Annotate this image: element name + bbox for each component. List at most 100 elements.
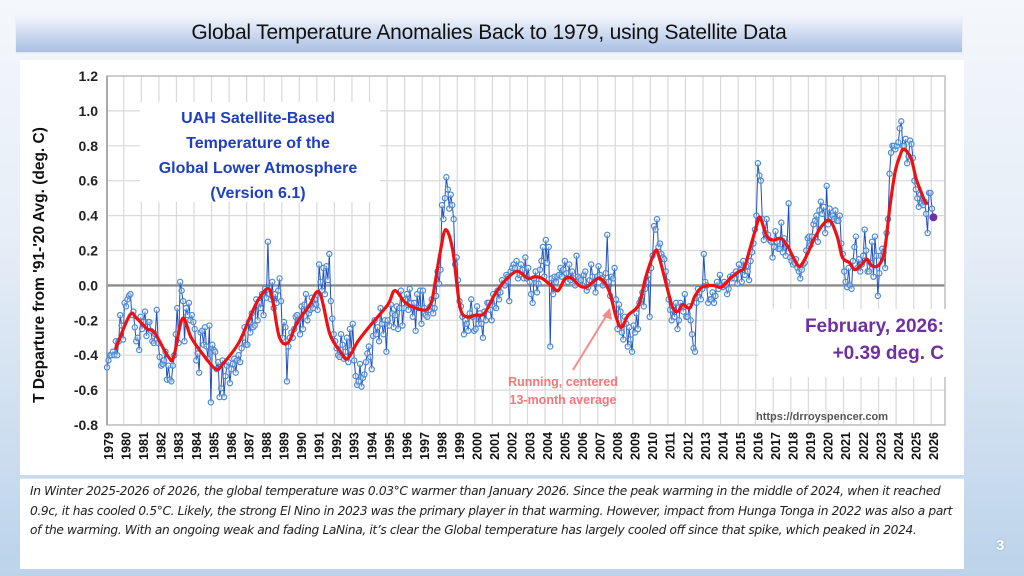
data-point: [881, 264, 889, 272]
data-point: [365, 343, 373, 350]
x-tick-label: 2005: [558, 432, 572, 460]
data-point: [700, 250, 707, 258]
data-point: [545, 243, 552, 251]
data-point: [362, 358, 370, 366]
title-backdrop: [140, 102, 380, 202]
data-point: [769, 254, 776, 261]
data-point: [440, 215, 447, 223]
data-point: [870, 273, 877, 280]
data-point: [527, 290, 535, 298]
data-point: [680, 308, 687, 315]
data-point: [114, 352, 121, 359]
data-point: [339, 341, 346, 348]
data-point: [327, 297, 334, 305]
data-point: [182, 304, 190, 312]
data-point: [181, 338, 188, 345]
running-average-annotation-line-1: Running, centered: [508, 375, 618, 389]
data-point: [356, 360, 364, 368]
data-point: [624, 343, 631, 350]
data-point: [247, 329, 254, 336]
x-tick-label: 1988: [260, 432, 274, 460]
data-point: [797, 275, 804, 282]
data-point: [522, 254, 529, 261]
data-point: [143, 332, 150, 340]
data-point: [760, 236, 767, 244]
data-point: [254, 317, 261, 324]
data-point: [209, 341, 216, 348]
data-point: [383, 348, 390, 355]
data-point: [315, 261, 323, 268]
annotation-arrowhead: [602, 308, 612, 320]
data-point: [691, 348, 699, 355]
data-point: [573, 252, 580, 259]
data-point: [251, 322, 258, 329]
data-point: [874, 292, 882, 300]
data-point: [609, 275, 617, 282]
x-tick-label: 2009: [629, 432, 643, 460]
data-point: [785, 200, 792, 207]
data-point: [169, 362, 177, 369]
data-point: [612, 296, 620, 303]
x-tick-label: 2024: [892, 432, 906, 460]
data-point: [412, 327, 419, 334]
data-point: [150, 339, 158, 347]
temperature-anomaly-chart: 1.2 1.0 0.8 0.6 0.4 0.2 0.0 -0.2 -0.4 -0.6 -0.8 19…: [31, 68, 948, 460]
data-point: [479, 334, 487, 341]
data-point: [358, 383, 365, 390]
x-tick-label: 1990: [295, 432, 309, 460]
data-point: [713, 278, 721, 286]
y-tick-label: -0.4: [74, 347, 98, 363]
data-point: [841, 268, 848, 275]
data-point: [848, 285, 855, 293]
x-tick-label: 2010: [646, 432, 660, 460]
data-point: [380, 331, 387, 338]
data-point: [582, 268, 589, 275]
data-point: [640, 303, 648, 310]
data-point: [403, 290, 411, 298]
data-point: [236, 358, 244, 366]
data-point: [595, 263, 602, 270]
y-tick-label: 1.0: [79, 103, 99, 119]
data-point: [865, 268, 873, 275]
x-tick-label: 2004: [541, 432, 555, 460]
data-point: [105, 357, 112, 364]
data-point: [153, 306, 160, 314]
data-point: [176, 278, 184, 286]
y-tick-label: 0.0: [79, 277, 99, 293]
data-point: [820, 203, 827, 211]
data-point: [674, 325, 681, 333]
data-point: [738, 278, 746, 286]
x-tick-label: 2003: [523, 432, 537, 460]
chart-title-line-3: Global Lower Atmosphere: [159, 160, 358, 177]
data-point: [264, 238, 272, 245]
data-point: [122, 303, 130, 310]
data-point: [418, 320, 425, 327]
data-point: [688, 331, 696, 338]
data-point: [488, 317, 495, 324]
data-point: [561, 257, 569, 265]
data-point: [343, 334, 351, 341]
data-point: [887, 149, 895, 156]
x-tick-label: 1985: [207, 432, 221, 460]
data-point: [927, 189, 934, 197]
data-point: [908, 140, 915, 148]
y-tick-label: -0.2: [74, 312, 98, 328]
data-point: [276, 275, 283, 282]
data-point: [326, 250, 333, 258]
data-point: [257, 304, 264, 312]
data-point: [321, 290, 329, 298]
data-point: [851, 243, 858, 251]
x-tick-label: 2001: [488, 432, 502, 460]
data-point: [646, 313, 653, 321]
data-point: [349, 320, 356, 327]
data-point: [438, 201, 446, 209]
data-point: [549, 290, 557, 298]
latest-annotation-backdrop: [758, 309, 948, 377]
data-point: [324, 276, 332, 284]
chart-title-line-2: Temperature of the: [186, 135, 330, 152]
data-point: [819, 210, 826, 218]
data-point: [814, 238, 822, 245]
data-point: [329, 315, 336, 322]
annotation-arrow: [572, 312, 609, 371]
data-point: [633, 310, 640, 317]
